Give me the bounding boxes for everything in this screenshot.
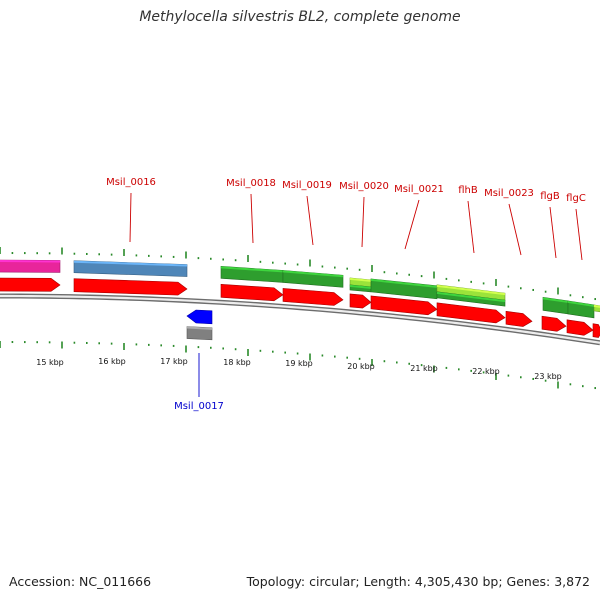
forward-gene-label: Msil_0023 <box>484 188 534 199</box>
gene-label-leader <box>508 203 522 256</box>
gene-label-layer: Msil_0016 Msil_0018 Msil_0019 Msil_0020 Msil… <box>106 177 586 412</box>
scale-label: 19 kbp <box>285 359 313 368</box>
gene-label-leader <box>129 192 132 243</box>
scale-label: 22 kbp <box>472 367 500 376</box>
scale-label: 15 kbp <box>36 358 64 367</box>
forward-gene-label: Msil_0021 <box>394 184 444 195</box>
accession-text: Accession: NC_011666 <box>9 574 152 589</box>
cds-forward-arrow <box>282 288 344 306</box>
cds-forward-arrow-highlight <box>349 294 363 299</box>
cog-feature-lightgreen-highlight <box>593 304 600 308</box>
cds-forward-arrow-highlight <box>282 289 335 296</box>
scale-label: 17 kbp <box>160 357 188 366</box>
forward-gene-label: flgC <box>566 193 586 204</box>
gene-label-leader <box>361 196 365 248</box>
gene-label-leader <box>549 206 557 259</box>
cog-feature-lightgreen-highlight <box>349 277 372 282</box>
cog-feature-gray-highlight <box>186 326 213 330</box>
cds-forward-arrow-highlight <box>220 285 275 291</box>
backbone <box>0 294 600 344</box>
scale-label: 23 kbp <box>534 372 562 381</box>
backbone-layer <box>0 293 600 346</box>
cds-reverse-arrow-highlight <box>195 310 213 314</box>
cds-feature-layer <box>0 277 600 338</box>
cog-feature-lightgreen-highlight <box>436 284 506 296</box>
forward-gene-label: flgB <box>540 191 560 202</box>
genome-title: Methylocella silvestris BL2, complete ge… <box>139 9 461 25</box>
cds-forward-arrow-highlight <box>505 312 524 317</box>
cds-forward-arrow <box>0 277 61 292</box>
cog-feature-darkgreen-highlight <box>349 284 372 289</box>
scale-label: 18 kbp <box>223 358 251 367</box>
cog-feature-darkgreen-highlight <box>542 297 569 303</box>
forward-gene-label: flhB <box>458 185 478 196</box>
gene-label-leader <box>467 200 475 254</box>
cog-feature-darkgreen-highlight <box>567 300 595 307</box>
scale-label: 20 kbp <box>347 362 375 371</box>
cog-feature-darkgreen-highlight <box>370 278 438 288</box>
scale-label: 16 kbp <box>98 357 126 366</box>
gene-label-leader <box>404 199 420 250</box>
forward-gene-label: Msil_0018 <box>226 178 276 189</box>
cds-forward-arrow-highlight <box>73 279 179 286</box>
cds-forward-arrow-highlight <box>541 317 558 322</box>
gene-label-leader <box>306 195 314 246</box>
topology-text: Topology: circular; Length: 4,305,430 bp… <box>246 574 590 589</box>
forward-gene-label: Msil_0016 <box>106 177 156 188</box>
gene-label-leader <box>575 208 583 261</box>
cds-forward-arrow <box>370 295 438 316</box>
cog-feature-steelblue-highlight <box>73 260 188 267</box>
cds-forward-arrow-highlight <box>370 296 429 305</box>
tick-layer <box>0 247 597 390</box>
scale-label-layer: 15 kbp 16 kbp 17 kbp 18 kbp 19 kbp 20 kbp 21 k… <box>36 357 562 381</box>
cds-forward-arrow-highlight <box>436 303 497 313</box>
cds-forward-arrow <box>349 293 372 309</box>
cog-feature-darkgreen-highlight <box>220 266 284 273</box>
cds-forward-arrow-highlight <box>592 324 599 328</box>
cog-feature-layer <box>0 259 600 341</box>
forward-gene-label: Msil_0019 <box>282 180 332 191</box>
cds-forward-arrow-highlight <box>566 320 585 326</box>
reverse-gene-label: Msil_0017 <box>174 401 224 412</box>
forward-gene-label: Msil_0020 <box>339 181 389 192</box>
gene-label-leader <box>250 193 254 244</box>
cog-feature-darkgreen-highlight <box>436 291 506 303</box>
cog-feature-darkgreen-highlight <box>282 270 344 278</box>
scale-label: 21 kbp <box>410 364 438 373</box>
